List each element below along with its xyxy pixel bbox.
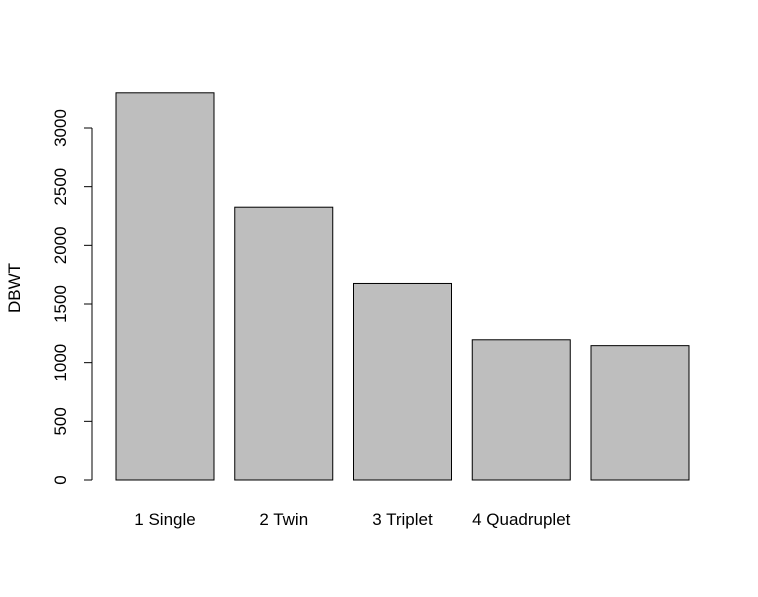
category-label-1: 1 Single — [134, 510, 195, 529]
y-tick-label-3000: 3000 — [51, 109, 70, 147]
bar-2 — [234, 206, 334, 481]
category-label-3: 3 Triplet — [372, 510, 433, 529]
y-tick-label-2500: 2500 — [51, 168, 70, 206]
y-tick-label-500: 500 — [51, 407, 70, 435]
bar-4 — [471, 339, 571, 481]
x-category-labels: 1 Single 2 Twin 3 Triplet 4 Quadruplet — [134, 510, 570, 529]
y-tick-label-1500: 1500 — [51, 285, 70, 323]
y-tick-label-1000: 1000 — [51, 344, 70, 382]
y-tick-label-2000: 2000 — [51, 226, 70, 264]
bar-1 — [115, 92, 215, 481]
bars-group — [115, 92, 690, 481]
category-label-4: 4 Quadruplet — [472, 510, 571, 529]
y-tick-label-0: 0 — [51, 475, 70, 484]
bar-3 — [353, 282, 452, 481]
y-axis-title: DBWT — [5, 263, 24, 313]
y-axis: 0 500 1000 1500 2000 2500 3000 — [51, 109, 93, 485]
category-label-2: 2 Twin — [259, 510, 308, 529]
bar-5 — [590, 345, 690, 481]
